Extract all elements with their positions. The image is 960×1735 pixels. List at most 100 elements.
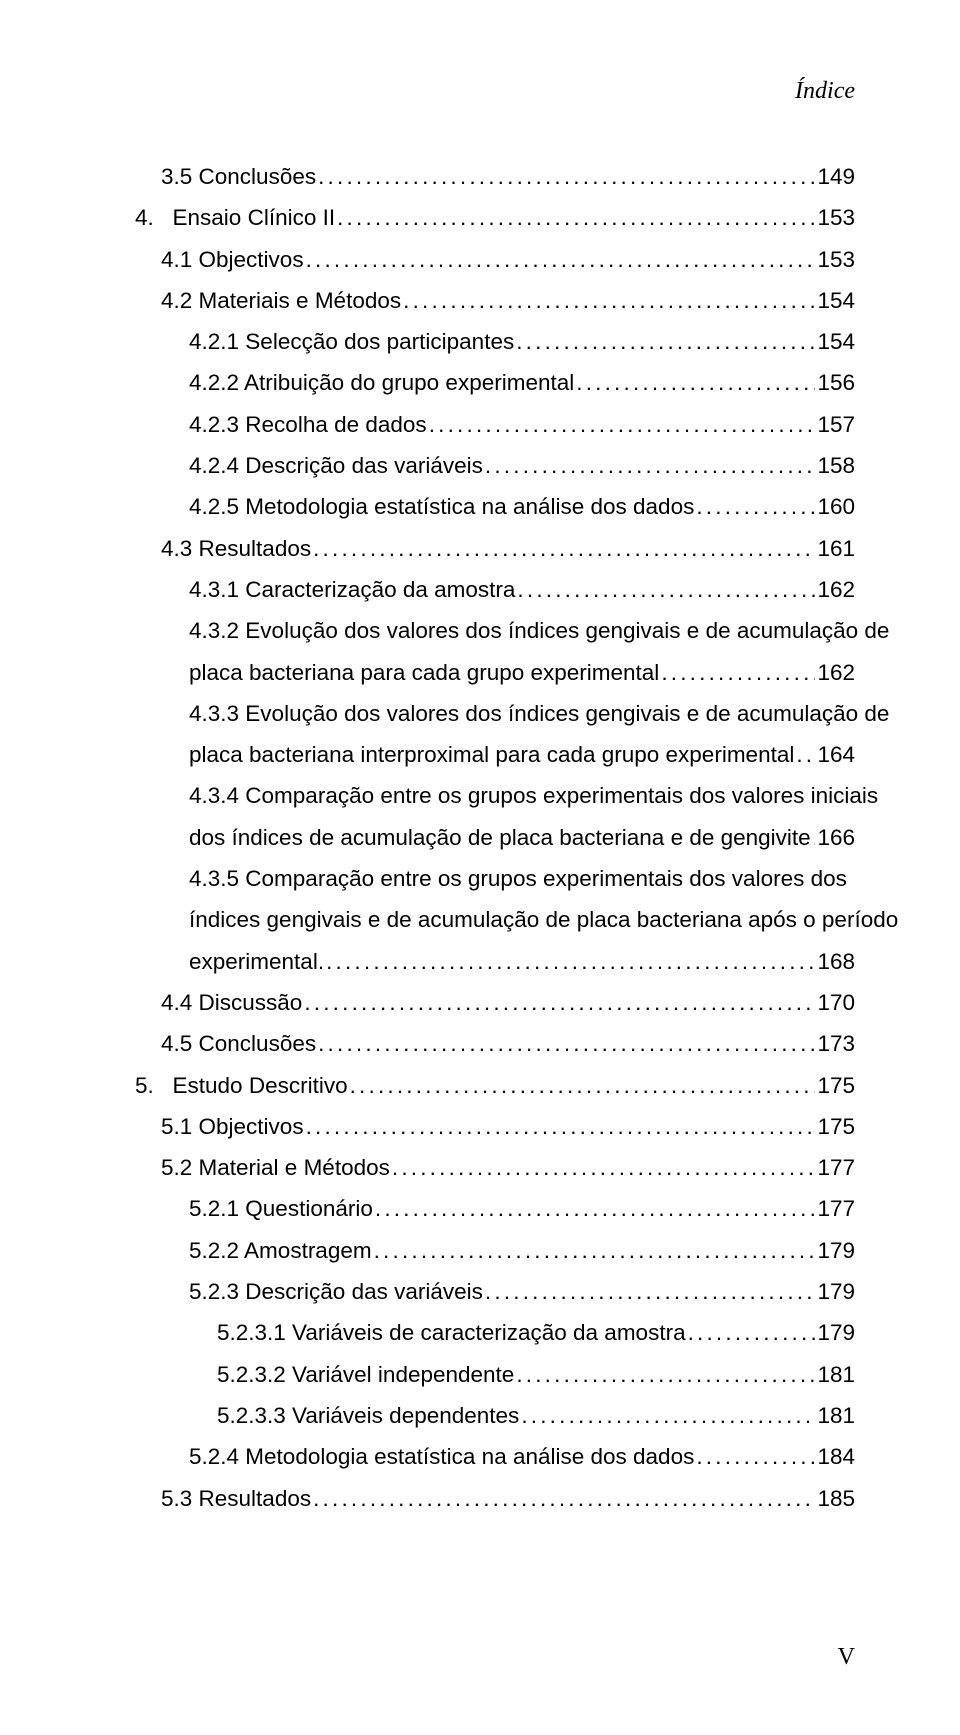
toc-page: 162 — [817, 662, 855, 685]
toc-leader-dots: ........................................… — [326, 951, 815, 974]
toc-row: 4.2 Materiais e Métodos.................… — [135, 290, 855, 331]
toc-label: 5.2.2 Amostragem — [189, 1240, 372, 1263]
toc-row: 4.2.3 Recolha de dados..................… — [135, 414, 855, 455]
toc-label: dos índices de acumulação de placa bacte… — [189, 827, 811, 850]
toc-leader-dots: ........................................… — [403, 290, 815, 313]
toc-page: 179 — [817, 1240, 855, 1263]
toc-label: 4.2.2 Atribuição do grupo experimental — [189, 372, 574, 395]
toc-label: 4.3.3 Evolução dos valores dos índices g… — [189, 703, 889, 726]
toc-label: 4.3.2 Evolução dos valores dos índices g… — [189, 620, 889, 643]
toc-label: 4. Ensaio Clínico II — [135, 207, 335, 230]
toc-label: experimental. — [189, 951, 324, 974]
toc-label: 4.2.4 Descrição das variáveis — [189, 455, 483, 478]
toc-leader-dots: ........................................… — [429, 414, 816, 437]
toc-row: 4.3.1 Caracterização da amostra.........… — [135, 579, 855, 620]
toc-leader-dots: ........................................… — [374, 1240, 816, 1263]
toc-page: 158 — [817, 455, 855, 478]
toc-row: 4.3.2 Evolução dos valores dos índices g… — [135, 620, 855, 661]
toc-leader-dots: ........................................… — [516, 331, 815, 354]
toc-leader-dots: ........................................… — [796, 744, 815, 767]
toc-row: 4.5 Conclusões..........................… — [135, 1033, 855, 1074]
toc-leader-dots: ........................................… — [306, 1116, 816, 1139]
toc-page: 175 — [817, 1116, 855, 1139]
toc-page: 181 — [817, 1364, 855, 1387]
table-of-contents: 3.5 Conclusões..........................… — [135, 166, 855, 1529]
toc-page: 153 — [817, 207, 855, 230]
toc-page: 154 — [817, 290, 855, 313]
toc-page: 157 — [817, 414, 855, 437]
toc-label: 4.3.5 Comparação entre os grupos experim… — [189, 868, 847, 891]
toc-label: índices gengivais e de acumulação de pla… — [189, 909, 898, 932]
toc-row: 4.3.4 Comparação entre os grupos experim… — [135, 785, 855, 826]
toc-row: 5.2.1 Questionário......................… — [135, 1198, 855, 1239]
toc-label: 4.2.1 Selecção dos participantes — [189, 331, 514, 354]
toc-row: 3.5 Conclusões..........................… — [135, 166, 855, 207]
toc-label: 5.2.1 Questionário — [189, 1198, 373, 1221]
toc-row: 4.1 Objectivos..........................… — [135, 249, 855, 290]
toc-leader-dots: ........................................… — [576, 372, 815, 395]
toc-row: índices gengivais e de acumulação de pla… — [135, 909, 855, 950]
toc-page: 160 — [817, 496, 855, 519]
toc-leader-dots: ........................................… — [318, 1033, 815, 1056]
toc-row: 4.2.2 Atribuição do grupo experimental..… — [135, 372, 855, 413]
toc-page: 170 — [817, 992, 855, 1015]
toc-row: 5.2.3.2 Variável independente...........… — [135, 1364, 855, 1405]
toc-label: 4.2.3 Recolha de dados — [189, 414, 427, 437]
toc-row: 5.2.3 Descrição das variáveis...........… — [135, 1281, 855, 1322]
toc-row: 5.2.2 Amostragem........................… — [135, 1240, 855, 1281]
toc-label: 5.2.3 Descrição das variáveis — [189, 1281, 483, 1304]
toc-leader-dots: ........................................… — [696, 496, 815, 519]
toc-row: 5.2.4 Metodologia estatística na análise… — [135, 1446, 855, 1487]
toc-row: 4. Ensaio Clínico II....................… — [135, 207, 855, 248]
toc-row: 4.4 Discussão...........................… — [135, 992, 855, 1033]
toc-label: 5. Estudo Descritivo — [135, 1075, 348, 1098]
toc-leader-dots: ........................................… — [516, 1364, 815, 1387]
toc-leader-dots: ........................................… — [318, 166, 815, 189]
toc-label: 5.2.3.2 Variável independente — [217, 1364, 514, 1387]
toc-leader-dots: ........................................… — [485, 455, 816, 478]
toc-leader-dots: ........................................… — [813, 827, 816, 850]
toc-leader-dots: ........................................… — [485, 1281, 816, 1304]
toc-row: 5. Estudo Descritivo....................… — [135, 1075, 855, 1116]
toc-label: placa bacteriana para cada grupo experim… — [189, 662, 659, 685]
toc-label: 5.2.3.3 Variáveis dependentes — [217, 1405, 519, 1428]
toc-row: 4.3 Resultados..........................… — [135, 538, 855, 579]
toc-page: 181 — [817, 1405, 855, 1428]
toc-leader-dots: ........................................… — [517, 579, 815, 602]
toc-page: 164 — [817, 744, 855, 767]
toc-row: 4.3.3 Evolução dos valores dos índices g… — [135, 703, 855, 744]
toc-page: 153 — [817, 249, 855, 272]
toc-row: 5.3 Resultados..........................… — [135, 1488, 855, 1529]
toc-label: 5.2.4 Metodologia estatística na análise… — [189, 1446, 694, 1469]
toc-page: 175 — [817, 1075, 855, 1098]
toc-label: 4.1 Objectivos — [161, 249, 304, 272]
toc-page: 161 — [817, 538, 855, 561]
toc-leader-dots: ........................................… — [696, 1446, 815, 1469]
toc-leader-dots: ........................................… — [688, 1322, 816, 1345]
toc-row: experimental............................… — [135, 951, 855, 992]
toc-page: 177 — [817, 1157, 855, 1180]
toc-page: 185 — [817, 1488, 855, 1511]
toc-page: 179 — [817, 1322, 855, 1345]
toc-label: 5.2 Material e Métodos — [161, 1157, 390, 1180]
toc-page: 173 — [817, 1033, 855, 1056]
toc-page: 179 — [817, 1281, 855, 1304]
toc-page: 149 — [817, 166, 855, 189]
toc-row: 5.1 Objectivos..........................… — [135, 1116, 855, 1157]
toc-label: placa bacteriana interproximal para cada… — [189, 744, 794, 767]
toc-page: 168 — [817, 951, 855, 974]
toc-label: 4.2 Materiais e Métodos — [161, 290, 401, 313]
toc-leader-dots: ........................................… — [313, 1488, 815, 1511]
page-number: V — [838, 1644, 855, 1671]
toc-label: 4.2.5 Metodologia estatística na análise… — [189, 496, 694, 519]
toc-leader-dots: ........................................… — [337, 207, 815, 230]
page: Índice 3.5 Conclusões...................… — [0, 0, 960, 1735]
toc-page: 154 — [817, 331, 855, 354]
toc-label: 5.2.3.1 Variáveis de caracterização da a… — [217, 1322, 686, 1345]
toc-label: 3.5 Conclusões — [161, 166, 316, 189]
toc-leader-dots: ........................................… — [313, 538, 815, 561]
toc-row: 4.2.5 Metodologia estatística na análise… — [135, 496, 855, 537]
toc-leader-dots: ........................................… — [375, 1198, 816, 1221]
toc-page: 166 — [817, 827, 855, 850]
toc-label: 4.3.1 Caracterização da amostra — [189, 579, 515, 602]
